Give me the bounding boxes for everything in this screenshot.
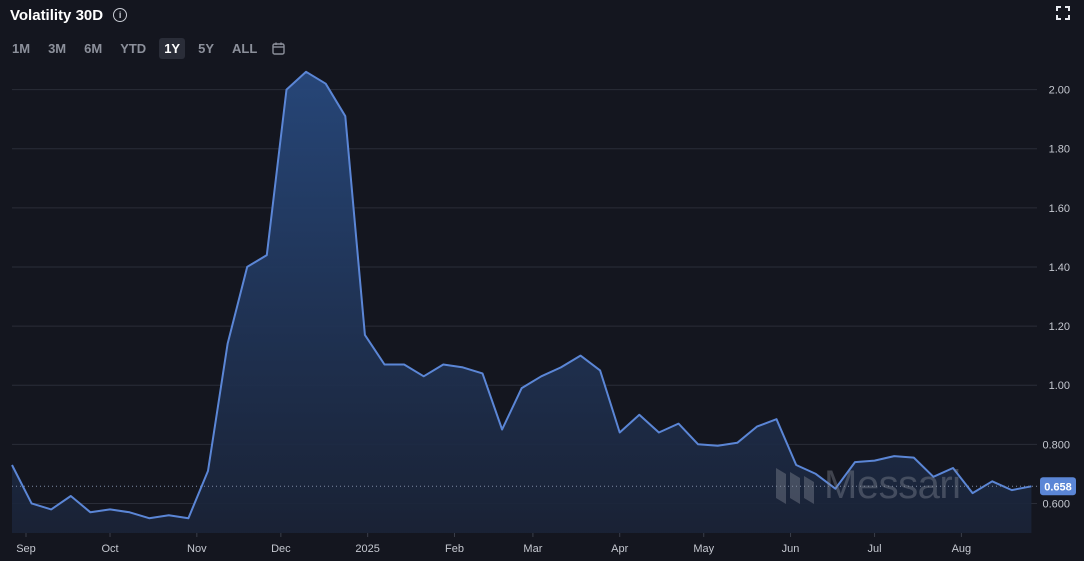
y-tick-label: 0.800 bbox=[1042, 439, 1070, 451]
x-tick-label: Nov bbox=[187, 543, 207, 555]
info-icon[interactable]: i bbox=[113, 8, 128, 22]
x-tick-label: Aug bbox=[952, 543, 972, 555]
calendar-icon[interactable] bbox=[272, 42, 285, 55]
x-tick-label: Jun bbox=[782, 543, 800, 555]
time-range-selector: 1M 3M 6M YTD 1Y 5Y ALL bbox=[7, 37, 285, 60]
x-tick-label: May bbox=[693, 543, 714, 555]
y-tick-label: 1.20 bbox=[1049, 321, 1070, 333]
range-1y-button[interactable]: 1Y bbox=[159, 38, 186, 59]
x-tick-label: Jul bbox=[868, 543, 882, 555]
current-value-label: 0.658 bbox=[1044, 481, 1072, 493]
messari-logo-icon bbox=[776, 467, 814, 504]
current-value-badge: 0.658 bbox=[1040, 477, 1076, 496]
x-tick-label: Feb bbox=[445, 543, 464, 555]
area-fill bbox=[12, 71, 1032, 534]
series-line-path bbox=[11, 70, 1032, 520]
series-line bbox=[11, 70, 1032, 520]
range-6m-button[interactable]: 6M bbox=[84, 41, 103, 56]
y-tick-label: 1.80 bbox=[1049, 144, 1070, 156]
data-points bbox=[11, 71, 1032, 519]
watermark-text: Messari bbox=[824, 463, 961, 507]
range-all-button[interactable]: ALL bbox=[232, 41, 258, 56]
x-tick-label: 2025 bbox=[355, 543, 379, 555]
y-tick-label: 1.00 bbox=[1049, 380, 1070, 392]
range-1m-button[interactable]: 1M bbox=[12, 41, 31, 56]
range-3m-button[interactable]: 3M bbox=[48, 41, 67, 56]
x-tick-label: Oct bbox=[101, 543, 118, 555]
y-tick-label: 0.600 bbox=[1042, 498, 1070, 510]
y-tick-label: 1.60 bbox=[1049, 203, 1070, 215]
x-tick-label: Sep bbox=[16, 543, 36, 555]
badge-background bbox=[1040, 477, 1076, 496]
range-5y-button[interactable]: 5Y bbox=[198, 41, 214, 56]
y-axis-ticks: 2.00 1.80 1.60 1.40 1.20 1.00 0.800 0.600 bbox=[1042, 85, 1070, 511]
fullscreen-icon[interactable] bbox=[1056, 6, 1070, 20]
y-tick-label: 1.40 bbox=[1049, 262, 1070, 274]
current-value-marker: 0.658 bbox=[12, 477, 1076, 496]
range-ytd-button[interactable]: YTD bbox=[120, 41, 147, 56]
x-tick-label: Apr bbox=[611, 543, 628, 555]
chart-header: Volatility 30D i bbox=[10, 5, 128, 25]
messari-watermark: Messari bbox=[776, 463, 961, 508]
gridlines bbox=[12, 89, 1037, 504]
y-tick-label: 2.00 bbox=[1049, 85, 1070, 97]
x-tick-label: Dec bbox=[271, 543, 291, 555]
x-tick-label: Mar bbox=[523, 543, 542, 555]
area-fill-path bbox=[12, 71, 1032, 534]
chart-title: Volatility 30D bbox=[10, 6, 104, 24]
x-axis-ticks: Sep Oct Nov Dec 2025 Feb Mar Apr May Jun Jul Aug bbox=[16, 533, 971, 555]
